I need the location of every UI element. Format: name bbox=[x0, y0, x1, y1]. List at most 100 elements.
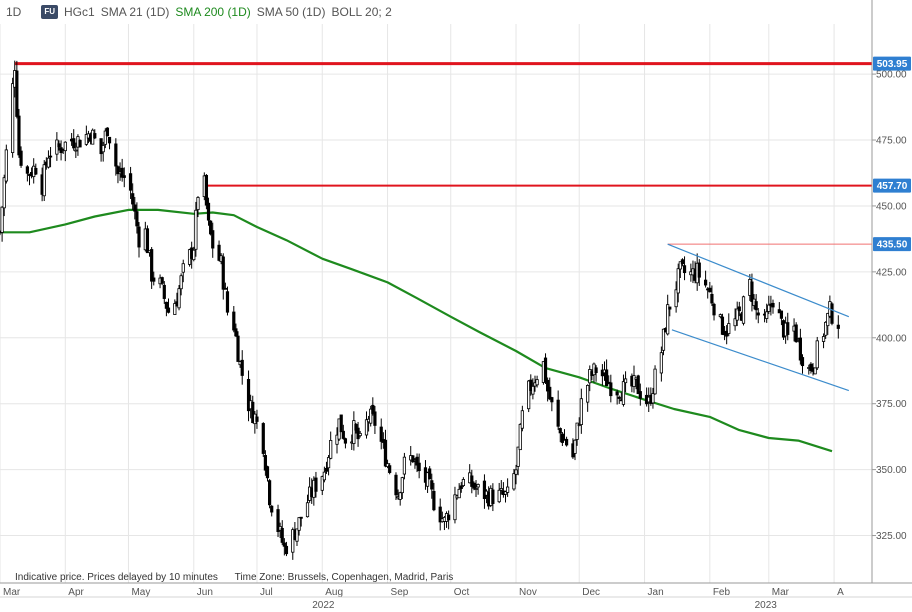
price-labels: 503.95 457.70 435.50 bbox=[873, 56, 911, 252]
timezone-note: Time Zone: Brussels, Copenhagen, Madrid,… bbox=[234, 572, 454, 583]
candle-body bbox=[63, 141, 67, 152]
candle-body bbox=[680, 259, 685, 265]
x-tick-label: Nov bbox=[519, 587, 537, 598]
indicator-sma50[interactable]: SMA 50 (1D) bbox=[256, 5, 326, 19]
candle-body bbox=[211, 230, 215, 249]
x-tick-label: Feb bbox=[713, 587, 731, 598]
candle-body bbox=[447, 514, 451, 521]
candle-body bbox=[204, 174, 209, 206]
interval-selector[interactable]: 1D bbox=[6, 5, 22, 19]
candle-body bbox=[800, 357, 805, 367]
candle-body bbox=[116, 166, 120, 175]
candle-body bbox=[120, 167, 124, 178]
indicator-boll[interactable]: BOLL 20; 2 bbox=[331, 5, 392, 19]
candle-body bbox=[560, 433, 564, 443]
candle-body bbox=[236, 335, 240, 362]
candle-body bbox=[497, 489, 501, 503]
candle-body bbox=[417, 462, 421, 472]
candle-body bbox=[128, 173, 133, 191]
candle-body bbox=[520, 410, 524, 429]
candle-body bbox=[674, 289, 678, 308]
level-price-label: 503.95 bbox=[877, 59, 908, 70]
candle-body bbox=[735, 308, 739, 321]
x-tick-label: Sep bbox=[391, 587, 409, 598]
candle-body bbox=[577, 424, 581, 426]
candlestick-layer bbox=[0, 60, 840, 560]
candle-body bbox=[428, 468, 432, 480]
candle-body bbox=[727, 323, 731, 334]
year-label: 2022 bbox=[312, 600, 335, 611]
y-axis: 325.00 350.00 375.00 400.00 425.00 450.00 475.… bbox=[871, 0, 907, 583]
candle-body bbox=[710, 293, 714, 304]
candle-body bbox=[651, 393, 655, 404]
candle-body bbox=[821, 336, 826, 342]
candle-body bbox=[284, 545, 289, 555]
candle-body bbox=[383, 439, 388, 467]
candle-body bbox=[209, 220, 213, 235]
x-axis: Mar Apr May Jun Jul Aug Sep Oct Nov Dec Jan Feb Mar A… bbox=[0, 582, 912, 611]
candle-body bbox=[659, 352, 663, 374]
candle-body bbox=[535, 379, 539, 386]
x-tick-label: May bbox=[131, 587, 150, 598]
level-price-label: 435.50 bbox=[877, 240, 908, 251]
level-price-tag bbox=[873, 56, 911, 71]
candle-body bbox=[550, 397, 554, 403]
candle-body bbox=[546, 379, 550, 392]
candle-body bbox=[398, 492, 402, 500]
candle-body bbox=[476, 484, 480, 488]
candle-body bbox=[472, 482, 476, 489]
candle-body bbox=[474, 488, 478, 490]
candle-body bbox=[529, 379, 533, 391]
grid-layer bbox=[0, 24, 872, 583]
candle-body bbox=[621, 381, 626, 405]
candle-body bbox=[737, 306, 741, 312]
candle-body bbox=[324, 467, 329, 472]
candle-body bbox=[369, 408, 373, 424]
candle-body bbox=[150, 249, 154, 282]
candle-body bbox=[133, 204, 137, 212]
candle-body bbox=[255, 416, 259, 422]
x-tick-label: Jul bbox=[260, 587, 273, 598]
candle-body bbox=[19, 150, 23, 166]
candle-body bbox=[586, 385, 590, 403]
symbol-label[interactable]: HGc1 bbox=[64, 5, 95, 19]
candle-body bbox=[697, 262, 701, 278]
candle-body bbox=[516, 446, 520, 467]
candle-body bbox=[402, 456, 407, 475]
x-tick-label: Mar bbox=[772, 587, 790, 598]
candle-body bbox=[617, 396, 621, 399]
candle-body bbox=[457, 488, 461, 499]
y-tick-label: 425.00 bbox=[876, 267, 907, 278]
candle-body bbox=[385, 463, 390, 467]
candle-body bbox=[459, 485, 463, 489]
candle-body bbox=[543, 357, 548, 383]
candle-body bbox=[813, 367, 817, 375]
candle-body bbox=[42, 164, 46, 197]
candle-body bbox=[297, 517, 301, 531]
candle-body bbox=[632, 375, 636, 387]
candle-body bbox=[25, 166, 29, 174]
candle-body bbox=[638, 391, 642, 399]
candle-body bbox=[676, 268, 680, 294]
candle-body bbox=[122, 175, 126, 178]
level-price-label: 457.70 bbox=[877, 181, 908, 192]
indicator-sma200[interactable]: SMA 200 (1D) bbox=[175, 5, 251, 19]
candle-body bbox=[512, 473, 516, 490]
candle-body bbox=[379, 426, 383, 442]
candle-body bbox=[836, 324, 840, 329]
candle-body bbox=[179, 275, 183, 290]
candle-body bbox=[194, 209, 198, 250]
sma-200-line bbox=[0, 208, 833, 453]
candle-body bbox=[78, 139, 82, 148]
delay-note: Indicative price. Prices delayed by 10 m… bbox=[15, 572, 218, 583]
candle-body bbox=[329, 440, 333, 459]
candle-body bbox=[335, 434, 339, 445]
candle-body bbox=[48, 155, 53, 158]
candle-body bbox=[623, 378, 628, 384]
y-tick-label: 450.00 bbox=[876, 201, 907, 212]
candle-body bbox=[217, 244, 221, 261]
indicator-sma21[interactable]: SMA 21 (1D) bbox=[100, 5, 170, 19]
candle-body bbox=[177, 288, 181, 309]
